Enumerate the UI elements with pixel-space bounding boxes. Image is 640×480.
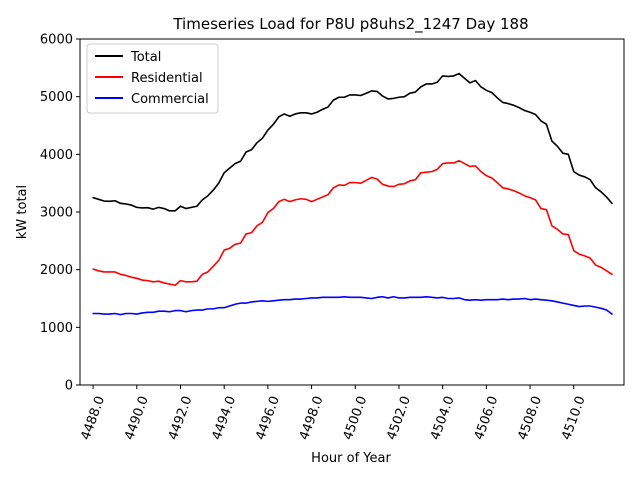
y-tick-label: 5000 [40,90,73,105]
y-tick-label: 4000 [40,148,73,163]
legend-box [86,43,219,114]
legend-label-commercial: Commercial [131,92,209,107]
y-tick-label: 3000 [40,206,73,221]
legend: Total Residential Commercial [86,43,219,114]
series-line-commercial [92,295,613,316]
legend-label-total: Total [130,50,161,65]
legend-label-residential: Residential [131,71,203,86]
x-axis-title: Hour of Year [311,451,391,466]
series-layer [92,72,613,316]
y-tick-label: 0 [65,379,73,394]
y-tick-label: 1000 [40,321,73,336]
series-line-residential [92,159,613,287]
y-tick-label: 2000 [40,263,73,278]
y-tick-label: 6000 [40,33,73,48]
series-line-total [92,72,613,212]
y-axis-title: kW total [15,185,30,239]
chart-title: Timeseries Load for P8U p8uhs2_1247 Day … [172,15,528,34]
y-axis: 0 1000 2000 3000 4000 5000 6000 [40,33,80,394]
